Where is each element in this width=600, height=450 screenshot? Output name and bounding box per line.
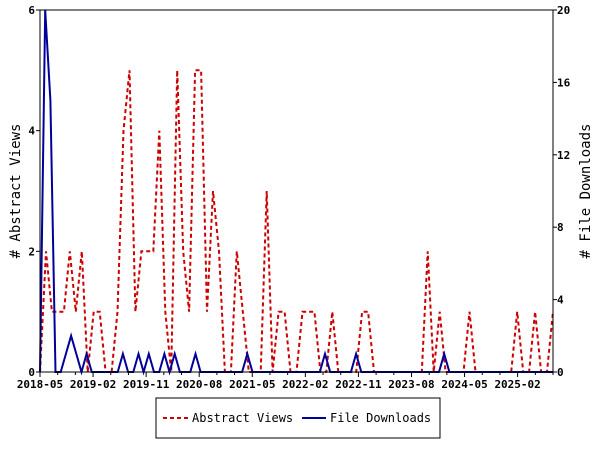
axis-layer: 0 2 4 6 0 4 8 12 16 20 2018-05 2019-02 2019-11 2020-0… [17,4,571,391]
legend: Abstract Views File Downloads [155,397,441,439]
y-left-tick-label: 4 [28,125,35,138]
y-left-tick-label: 0 [28,366,35,379]
y-right-tick-label: 12 [557,149,570,162]
y-left-axis-title: # Abstract Views [8,124,24,259]
y-left-tick-label: 2 [28,245,35,258]
y-right-tick-label: 8 [557,221,564,234]
series-layer [39,9,554,376]
y-right-tick-label: 0 [557,366,564,379]
x-tick-label: 2024-05 [441,378,487,391]
y-right-tick-label: 16 [557,76,571,89]
x-tick-label: 2019-11 [123,378,170,391]
plot-frame [39,9,554,373]
x-tick-label: 2018-05 [17,378,63,391]
legend-box [155,397,441,439]
legend-label-abstract-views: Abstract Views [192,411,293,425]
x-tick-label: 2021-05 [229,378,275,391]
series-line-file-downloads [39,9,553,376]
series-line-abstract-views [39,69,554,373]
x-tick-label: 2020-08 [176,378,222,391]
x-tick-label: 2022-11 [335,378,382,391]
x-tick-label: 2022-02 [282,378,328,391]
y-right-tick-label: 20 [557,4,570,17]
legend-label-file-downloads: File Downloads [330,411,431,425]
y-right-axis-title: # File Downloads [578,124,594,259]
y-right-tick-label: 4 [557,294,564,307]
x-tick-label: 2025-02 [494,378,540,391]
y-left-tick-label: 6 [28,4,35,17]
x-tick-label: 2023-08 [388,378,434,391]
x-tick-label: 2019-02 [70,378,116,391]
